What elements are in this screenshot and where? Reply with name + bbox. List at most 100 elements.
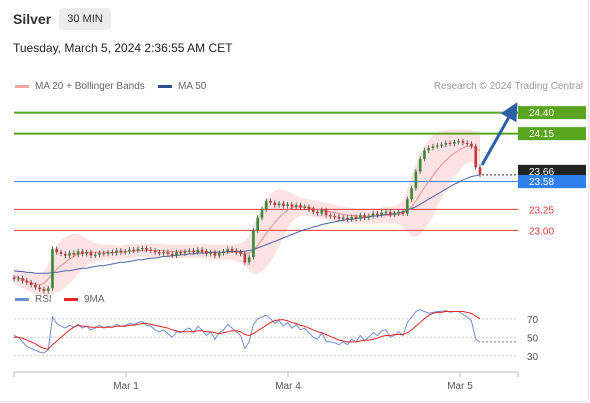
candle-body [34, 285, 37, 288]
trend-arrow-line [480, 102, 518, 166]
candle-body [162, 252, 165, 254]
candle-body [264, 200, 268, 210]
candle-body [311, 209, 315, 212]
candle-body [418, 158, 422, 172]
rsi-swatch-icon [15, 298, 29, 301]
candle-body [234, 250, 238, 253]
level-label-box [518, 164, 586, 178]
candle-body [209, 252, 212, 254]
candle-body [145, 248, 148, 250]
candle-body [427, 147, 431, 151]
candle-body [76, 251, 80, 255]
candle-body [329, 215, 332, 217]
candle-body [414, 171, 418, 189]
instrument-title: Silver [13, 11, 52, 27]
candle-body [299, 205, 302, 208]
level-label-box [518, 106, 586, 120]
candle-body [59, 252, 63, 254]
credit-text: Research © 2024 Trading Central [433, 81, 583, 92]
candle-body [294, 205, 298, 207]
candle-body [478, 167, 482, 175]
candle-body [140, 248, 144, 250]
candle-body [38, 287, 41, 290]
pivot-label-text: 23.58 [529, 177, 554, 188]
candle-body [153, 250, 157, 253]
legend-rsi-label: RSI [35, 294, 52, 305]
candle-body [303, 206, 307, 208]
candle-body [247, 257, 251, 263]
candle-body [98, 253, 101, 255]
candle-body [55, 248, 59, 253]
candle-body [282, 203, 285, 206]
candle-body [320, 210, 324, 214]
candle-body [324, 210, 328, 216]
candle-body [12, 277, 16, 280]
x-axis: Mar 1 Mar 4 Mar 5 [13, 371, 519, 392]
legend-9ma-label: 9MA [84, 294, 105, 305]
candle-body [384, 211, 388, 214]
candle-body [21, 278, 24, 281]
candle-body [213, 252, 217, 256]
candle-body [63, 253, 67, 256]
candle-body [341, 217, 345, 219]
legend-bollinger: MA 20 + Bollinger Bands [15, 81, 145, 92]
candle-body [106, 252, 110, 254]
rsi-tick-label: 30 [527, 352, 539, 363]
bollinger-bands [14, 129, 480, 296]
candle-body [115, 250, 118, 254]
level-label-box [518, 127, 586, 141]
rsi-panel: 70 50 30 [13, 309, 539, 363]
ma9-swatch-icon [64, 298, 78, 301]
candle-body [149, 249, 153, 251]
candle-body [102, 253, 106, 255]
rsi-tick-label: 70 [527, 315, 539, 326]
candle-body [205, 251, 208, 254]
rsi-9ma-line [14, 311, 481, 350]
x-tick-label: Mar 5 [447, 381, 473, 392]
legend-ma50-label: MA 50 [178, 81, 207, 92]
candle-body [243, 253, 247, 263]
x-tick-label: Mar 1 [113, 381, 139, 392]
candle-body [448, 142, 452, 145]
candle-body [316, 211, 319, 214]
candle-body [461, 141, 465, 143]
level-label-last: 23.66 [529, 167, 554, 178]
candle-body [376, 213, 379, 216]
candle-body [42, 289, 46, 291]
candle-body [380, 212, 383, 216]
candle-body [457, 141, 460, 143]
candle-body [29, 282, 33, 285]
candle-body [474, 146, 478, 168]
candle-body [183, 251, 187, 254]
level-label-support: 23.25 [529, 205, 554, 216]
candle-body [252, 230, 255, 258]
candle-body [93, 254, 97, 256]
candle-body [239, 252, 242, 254]
candle-body [269, 200, 272, 203]
candle-body [175, 252, 178, 256]
legend-rsi: RSI [15, 294, 52, 305]
candle-body [226, 248, 230, 252]
candle-body [16, 278, 20, 280]
candle-body [123, 251, 127, 253]
candle-body [128, 249, 131, 252]
candle-body [290, 204, 294, 207]
candle-body [333, 216, 336, 218]
candle-body [431, 146, 435, 148]
candle-body [371, 213, 375, 217]
timeframe-badge[interactable]: 30 MIN [59, 8, 111, 30]
candle-body [89, 252, 93, 256]
level-label-resistance: 24.40 [529, 108, 554, 119]
candle-body [136, 248, 140, 251]
candle-body [200, 249, 204, 252]
candle-body [85, 252, 89, 254]
bollinger-band-area [14, 129, 480, 296]
candle-body [217, 253, 221, 256]
candle-body [132, 249, 136, 251]
candle-body [187, 250, 191, 252]
candle-body [393, 213, 396, 215]
candle-body [25, 280, 29, 283]
